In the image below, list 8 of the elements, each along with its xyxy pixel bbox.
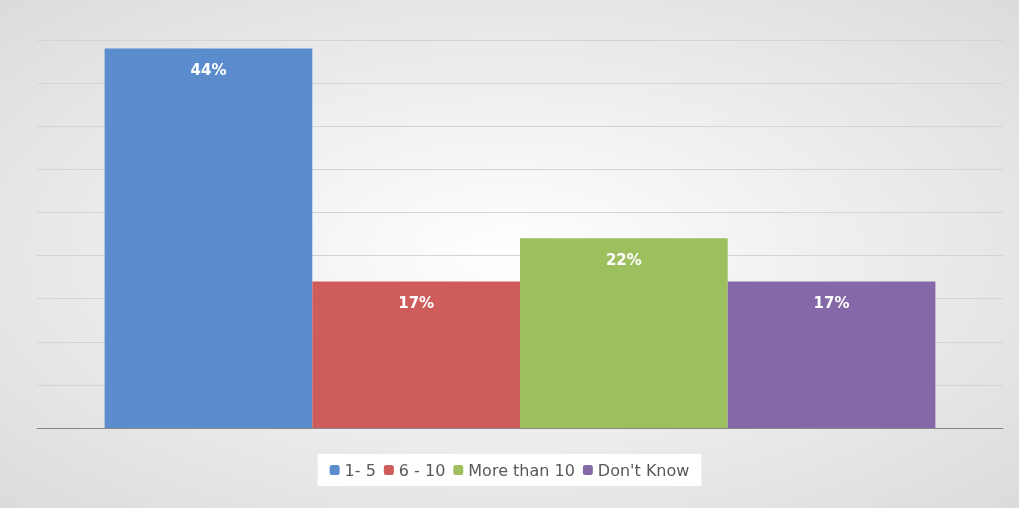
data-label: 17% xyxy=(813,293,850,312)
legend-label: 1- 5 xyxy=(344,460,376,480)
data-label: 22% xyxy=(605,250,642,269)
data-label: 17% xyxy=(398,293,435,312)
legend-label: Don't Know xyxy=(597,460,690,480)
legend-label: More than 10 xyxy=(468,460,575,480)
data-label: 44% xyxy=(190,61,227,80)
legend-label: 6 - 10 xyxy=(398,460,446,480)
